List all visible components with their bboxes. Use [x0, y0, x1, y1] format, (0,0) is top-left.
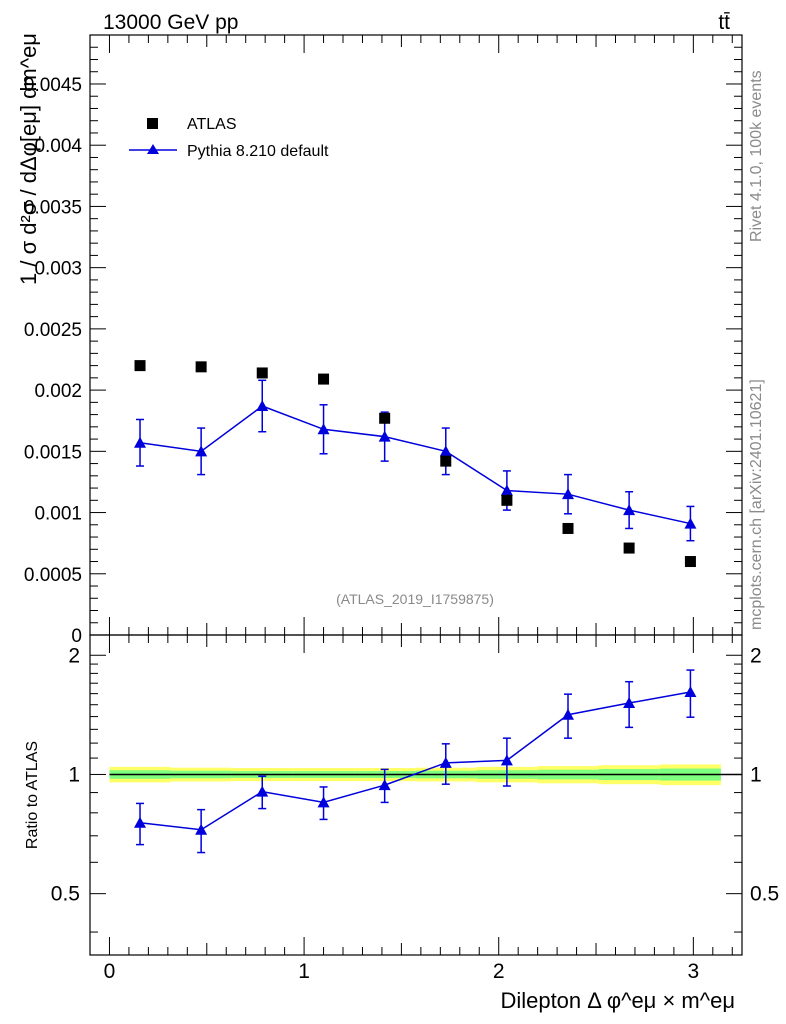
ratio-y-tick-label-left: 2: [68, 644, 80, 667]
atlas-point: [379, 412, 391, 424]
ratio-y-tick-label-right: 0.5: [750, 883, 779, 906]
x-tick-label: 2: [493, 960, 505, 983]
ratio-mc-point: [256, 785, 269, 797]
atlas-point: [501, 494, 513, 506]
main-y-tick-label: 0.004: [34, 136, 82, 157]
rivet-label: Rivet 4.1.0, 100k events: [748, 70, 765, 242]
ratio-mc-point: [439, 756, 452, 768]
ratio-mc-point: [378, 779, 391, 791]
mc-point: [317, 423, 330, 435]
atlas-point: [256, 367, 268, 379]
legend-mc-label: Pythia 8.210 default: [187, 143, 329, 160]
ratio-panel: 0.5 0.5 1 1 2 2 0 1 2 3: [51, 634, 779, 983]
mc-point: [256, 400, 269, 412]
main-y-tick-label: 0.002: [34, 381, 82, 402]
mc-point: [500, 484, 513, 496]
ratio-mc-point: [500, 754, 513, 766]
mcplots-label: mcplots.cern.ch [arXiv:2401.10621]: [748, 379, 765, 630]
atlas-point: [134, 360, 146, 372]
mc-point: [684, 517, 697, 529]
main-y-tick-label: 0.003: [34, 259, 82, 280]
ratio-y-tick-label-left: 1: [68, 763, 80, 786]
ratio-y-tick-label-right: 1: [750, 763, 762, 786]
main-y-axis-label: 1 / σ d²σ / dΔφ[eμ] dm^eμ: [16, 33, 41, 285]
atlas-point: [562, 522, 574, 534]
mc-point: [195, 445, 208, 457]
atlas-point: [318, 373, 330, 385]
legend: ATLAS Pythia 8.210 default: [129, 116, 329, 160]
legend-atlas-marker: [147, 118, 158, 129]
ratio-frame: [89, 634, 743, 956]
mc-point: [134, 436, 147, 448]
ratio-mc-line: [139, 691, 691, 831]
main-y-tick-label: 0.0005: [24, 565, 82, 586]
ratio-mc-point: [195, 823, 208, 835]
mc-point: [439, 445, 452, 457]
main-panel: 0 0.0005 0.001 0.0015 0.002 0.0025 0.003 0.0035…: [24, 34, 743, 647]
ratio-mc-point: [562, 708, 575, 720]
energy-label: 13000 GeV pp: [103, 11, 238, 34]
x-axis-label: Dilepton Δ φ^eμ × m^eμ: [500, 988, 735, 1013]
mc-point: [378, 430, 391, 442]
x-tick-label: 3: [687, 960, 699, 983]
main-y-tick-label: 0.0015: [24, 442, 82, 463]
ratio-y-tick-label-left: 0.5: [51, 883, 80, 906]
ratio-y-tick-label-right: 2: [750, 644, 762, 667]
x-tick-label: 0: [104, 960, 116, 983]
main-y-tick-label: 0.0035: [24, 197, 82, 218]
atlas-point: [684, 556, 696, 568]
main-y-tick-label: 0: [71, 626, 82, 647]
analysis-watermark: (ATLAS_2019_I1759875): [336, 591, 494, 607]
main-y-tick-label: 0.0045: [24, 75, 82, 96]
mc-point: [623, 504, 636, 516]
atlas-point: [623, 542, 635, 554]
ratio-y-axis-label: Ratio to ATLAS: [24, 741, 41, 849]
ratio-mc-point: [684, 686, 697, 698]
ratio-mc-point: [623, 697, 636, 709]
x-tick-label: 1: [298, 960, 310, 983]
atlas-point: [195, 361, 207, 373]
atlas-point: [440, 455, 452, 467]
mc-line: [139, 405, 691, 525]
main-y-tick-label: 0.001: [34, 504, 82, 525]
legend-mc-marker: [147, 144, 159, 154]
process-label: tt̄: [718, 11, 730, 34]
legend-atlas-label: ATLAS: [187, 116, 237, 133]
ratio-mc-point: [134, 816, 147, 828]
main-y-tick-label: 0.0025: [24, 320, 82, 341]
mc-point: [562, 488, 575, 500]
ratio-mc-point: [317, 796, 330, 808]
